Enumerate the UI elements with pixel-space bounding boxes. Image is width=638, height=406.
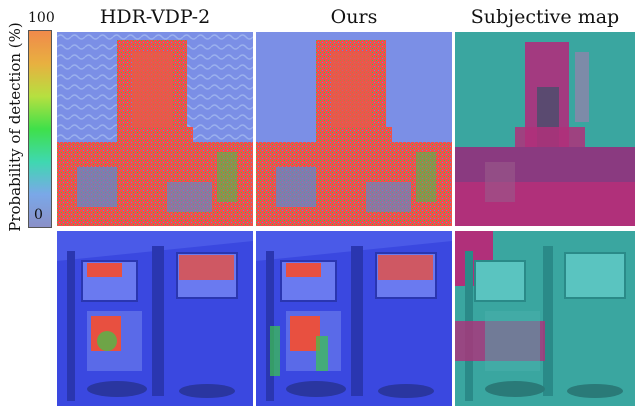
colorbar-max-label: 100 bbox=[28, 10, 55, 26]
colorbar-axis-label: Probability of detection (%) bbox=[6, 22, 24, 232]
panel-room-ours bbox=[256, 231, 452, 406]
column-title-ours: Ours bbox=[330, 6, 378, 28]
panel-city-ours bbox=[256, 32, 452, 226]
panel-room-hdrvdp2 bbox=[57, 231, 253, 406]
panel-city-subjective bbox=[455, 32, 635, 226]
colorbar bbox=[28, 30, 52, 228]
colorbar-min-label: 0 bbox=[34, 207, 43, 223]
panel-city-hdrvdp2 bbox=[57, 32, 253, 226]
panel-room-subjective bbox=[455, 231, 635, 406]
column-title-subjective: Subjective map bbox=[470, 6, 620, 28]
column-title-hdrvdp2: HDR-VDP-2 bbox=[99, 6, 211, 28]
